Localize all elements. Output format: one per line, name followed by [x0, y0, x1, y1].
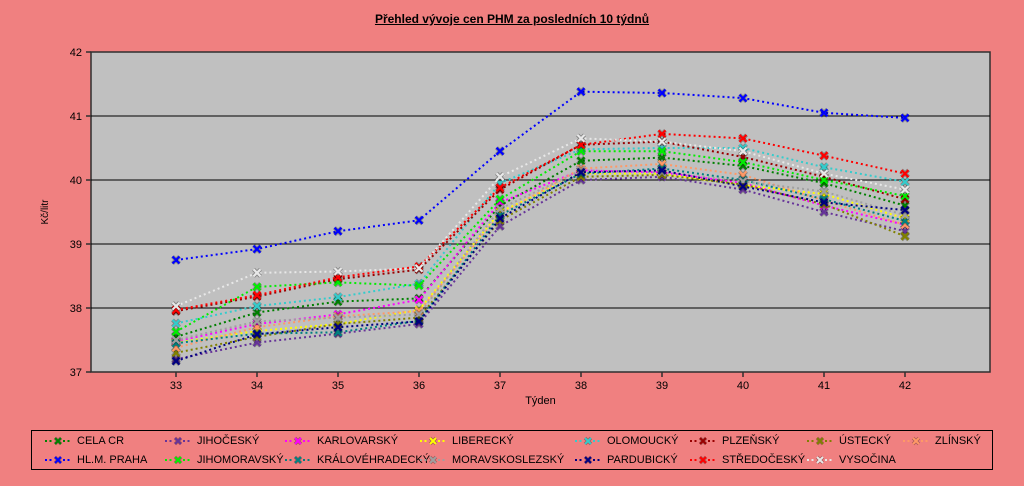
legend-label: LIBERECKÝ — [452, 434, 514, 447]
legend-item-karlovarsky: KARLOVARSKÝ — [272, 435, 407, 447]
legend-label: JIHOČESKÝ — [197, 434, 260, 447]
legend-label: ÚSTECKÝ — [839, 434, 891, 447]
legend-item-vysocina: VYSOČINA — [794, 454, 896, 466]
svg-text:40: 40 — [737, 380, 749, 392]
legend-label: KRÁLOVÉHRADECKÝ — [317, 453, 431, 466]
series-marker-icon — [285, 436, 311, 446]
legend-label: ZLÍNSKÝ — [935, 434, 981, 447]
svg-text:42: 42 — [899, 380, 911, 392]
legend-item-liberecky: LIBERECKÝ — [407, 435, 562, 447]
series-marker-icon — [420, 436, 446, 446]
legend-item-stredocesky: STŘEDOČESKÝ — [677, 454, 805, 466]
legend-item-jihocesky: JIHOČESKÝ — [152, 435, 272, 447]
legend-label: OLOMOUCKÝ — [607, 434, 679, 447]
series-marker-icon — [45, 455, 71, 465]
svg-text:Kč/litr: Kč/litr — [40, 199, 51, 225]
legend-item-cela-cr: CELA CR — [32, 435, 152, 447]
svg-text:33: 33 — [170, 380, 182, 392]
legend-label: CELA CR — [77, 434, 125, 447]
legend-item-olomoucky: OLOMOUCKÝ — [562, 434, 679, 447]
series-marker-icon — [285, 455, 311, 465]
svg-text:Týden: Týden — [525, 395, 556, 407]
svg-text:37: 37 — [494, 380, 506, 392]
svg-text:36: 36 — [413, 380, 425, 392]
legend-label: PLZEŇSKÝ — [722, 434, 780, 447]
svg-text:37: 37 — [70, 367, 82, 379]
legend-item-ustecky: ÚSTECKÝ — [794, 434, 891, 447]
svg-text:40: 40 — [70, 175, 82, 187]
price-trend-chart: 37 38 39 40 41 42 33 34 35 36 37 38 39 40 41 42 Týden Kč/… — [40, 47, 991, 407]
series-marker-icon — [420, 455, 446, 465]
legend-label: JIHOMORAVSKÝ — [197, 453, 284, 466]
legend-label: VYSOČINA — [839, 453, 896, 466]
legend-item-moravskoslezsky: MORAVSKOSLEZSKÝ — [407, 453, 565, 466]
chart-legend: CELA CR JIHOČESKÝ KARLOVARSKÝ LIBERECKÝ … — [31, 430, 993, 470]
series-marker-icon — [807, 455, 833, 465]
series-marker-icon — [45, 436, 71, 446]
legend-item-plzensky: PLZEŇSKÝ — [677, 435, 794, 447]
series-marker-icon — [165, 436, 191, 446]
series-marker-icon — [575, 455, 601, 465]
legend-item-pardubicky: PARDUBICKÝ — [562, 453, 678, 466]
series-marker-icon — [575, 436, 601, 446]
svg-text:39: 39 — [70, 239, 82, 251]
legend-item-zlinsky: ZLÍNSKÝ — [890, 435, 992, 447]
legend-item-jihomoravsky: JIHOMORAVSKÝ — [152, 454, 284, 466]
legend-label: KARLOVARSKÝ — [317, 434, 399, 447]
chart-title: Přehled vývoje cen PHM za posledních 10 … — [374, 12, 650, 26]
legend-label: MORAVSKOSLEZSKÝ — [452, 453, 565, 466]
series-marker-icon — [903, 436, 929, 446]
svg-text:35: 35 — [332, 380, 344, 392]
legend-label: HL.M. PRAHA — [77, 453, 148, 466]
svg-text:34: 34 — [251, 380, 263, 392]
series-marker-icon — [807, 436, 833, 446]
svg-text:39: 39 — [656, 380, 668, 392]
svg-text:41: 41 — [818, 380, 830, 392]
svg-text:42: 42 — [70, 47, 82, 59]
legend-label: STŘEDOČESKÝ — [722, 453, 806, 466]
legend-item-kralovehradecky: KRÁLOVÉHRADECKÝ — [272, 454, 430, 466]
svg-text:38: 38 — [70, 303, 82, 315]
series-marker-icon — [165, 455, 191, 465]
series-marker-icon — [690, 436, 716, 446]
svg-text:41: 41 — [70, 111, 82, 123]
svg-text:38: 38 — [575, 380, 587, 392]
legend-item-hlm-praha: HL.M. PRAHA — [32, 454, 152, 466]
legend-label: PARDUBICKÝ — [607, 453, 678, 466]
series-marker-icon — [690, 455, 716, 465]
